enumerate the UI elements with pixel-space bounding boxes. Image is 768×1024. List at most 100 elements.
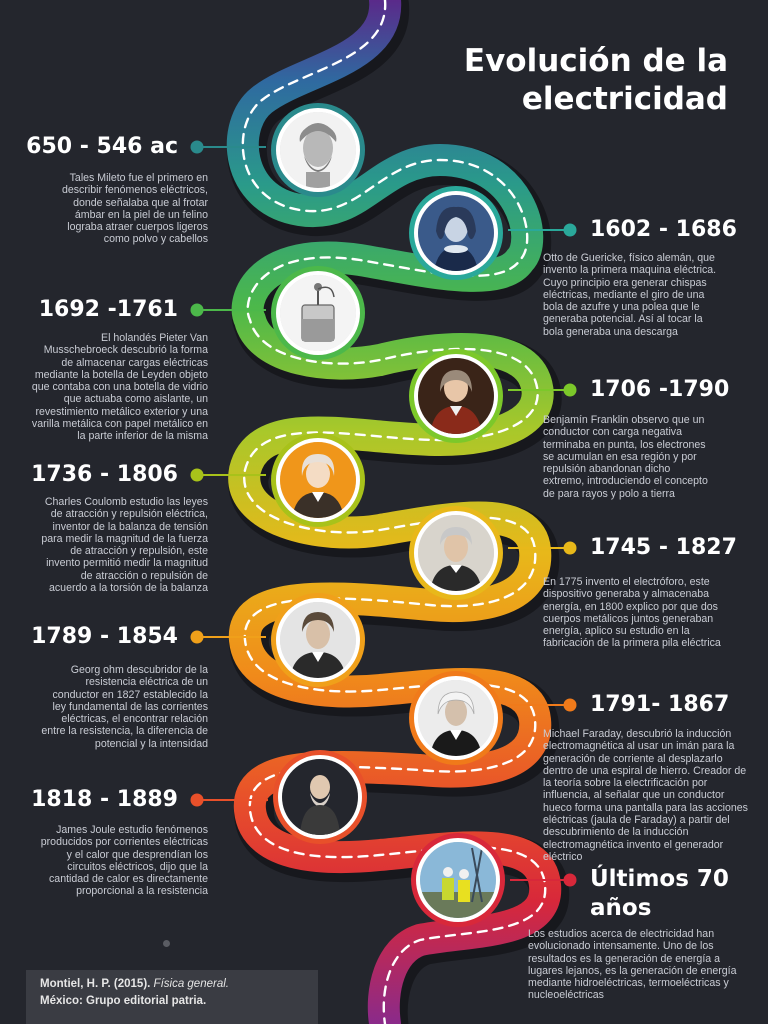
connector-dot (190, 793, 204, 807)
event-description: Charles Coulomb estudio las leyes de atra… (8, 496, 208, 594)
electrical-workers-icon (420, 842, 496, 918)
event-description-line: acuerdo a la torsión de la balanza (48, 582, 208, 595)
event-year: Últimos 70 años (590, 866, 729, 921)
event-description-line: eléctricas, el encontrar relación (61, 713, 208, 726)
citation-text: Montiel, H. P. (2015). Física general. M… (40, 976, 229, 1010)
connector-dot (190, 303, 204, 317)
event-description-line: eléctrico (543, 850, 583, 863)
event-description-line: Cuyo principio era generar chispas (543, 276, 707, 289)
event-year: 1745 - 1827 (590, 535, 737, 560)
event-description-line: electromagnética al usar un imán para la (543, 740, 735, 753)
event-description-line: generación de corriente al desplazarlo (543, 752, 723, 765)
event-description-line: energía, aplico su estudio en la (543, 625, 690, 638)
connector-dot (563, 383, 577, 397)
event-description-line: descubrimiento de la inducción (543, 826, 689, 839)
event-description-line: entre la resistencia, la diferencia de (41, 725, 208, 738)
event-description-line: resultados es la generación de energía a (528, 952, 720, 965)
citation-publisher: México: Grupo editorial patria. (40, 995, 207, 1007)
event-description-line: dentro de una espiral de hierro. Creador… (543, 764, 747, 777)
event-description-line: nucleoeléctricas (528, 989, 604, 1002)
citation-box: Montiel, H. P. (2015). Física general. M… (26, 970, 318, 1024)
event-description-line: invento la primera maquina eléctrica. (543, 264, 717, 277)
event-description-line: de para rayos y polo a tierra (543, 487, 675, 500)
event-description: Georg ohm descubridor de la resistencia e… (8, 664, 208, 750)
event-description-line: En 1775 invento el electróforo, este (543, 576, 710, 588)
event-description-line: Otto de Guericke, físico alemán, que (543, 252, 715, 264)
event-description-line: eléctricas (jaula de Faraday) a partir d… (543, 814, 730, 827)
event-description: Michael Faraday, descubrió la inducción e… (543, 728, 768, 863)
event-description-line: resistencia eléctrica de un (85, 676, 208, 689)
event-year: 1789 - 1854 (31, 624, 178, 649)
event-description-line: James Joule estudio fenómenos (56, 824, 208, 836)
event-description-line: mediante la botella de Leyden objeto (34, 368, 208, 381)
michael-faraday-portrait-icon (418, 680, 494, 756)
event-description-line: conductor en 1827 establecido la (52, 688, 209, 701)
event-description-line: cantidad de calor es directamente (49, 873, 208, 886)
citation-author: Montiel, H. P. (2015). (40, 978, 154, 990)
event-description: El holandés Pieter Van Musschebroeck desc… (8, 332, 208, 443)
event-description-line: proporcional a la resistencia (76, 885, 208, 898)
event-description-line: potencial y la intensidad (94, 737, 208, 750)
event-description-line: dispositivo generaba y almacenaba (543, 588, 710, 601)
event-description-line: terminaba en punta, los electrones (543, 438, 706, 451)
event-description-line: fabricación de la primera pila eléctrica (543, 637, 721, 650)
event-description-line: cuerpos metálicos juntos generaban (543, 612, 714, 625)
event-description: James Joule estudio fenómenos producidos … (8, 824, 208, 898)
event-description-line: electromagnética invento el generador (543, 838, 724, 851)
event-year: 1706 -1790 (590, 377, 730, 402)
event-description-line: revestimiento metálico exterior y una (35, 405, 208, 418)
event-description-line: para medir la magnitud de la fuerza (41, 532, 208, 545)
james-joule-portrait-icon (282, 759, 358, 835)
event-description-line: generaba potencial. Así al tocar la (543, 313, 703, 326)
event-description-line: conductor con carga negativa (543, 426, 682, 439)
event-description-line: inventor de la balanza de tensión (52, 520, 209, 533)
event-description-line: ámbar en la piel de un felino (74, 208, 208, 221)
page-title: Evolución de la electricidad (388, 42, 728, 118)
event-description-line: invento permitió medir la magnitud (46, 557, 208, 570)
event-description-line: la teoría sobre la electrificación por (543, 777, 708, 790)
event-description-line: como polvo y cabellos (103, 233, 208, 246)
event-description-line: influencia, al señalar que un conductor (543, 789, 725, 802)
connector-dot (190, 630, 204, 644)
event-description: En 1775 invento el electróforo, este disp… (543, 576, 768, 650)
event-description-line: evolucionado intensamente. Uno de los (528, 940, 714, 953)
event-year: 1791- 1867 (590, 692, 730, 717)
event-description-line: El holandés Pieter Van (101, 332, 208, 344)
connector-dot (563, 873, 577, 887)
event-description-line: varilla metálica con papel metálico en (31, 418, 208, 431)
page-title-line: electricidad (521, 81, 728, 117)
event-description-line: y el calor que desprendían los (66, 848, 208, 861)
connector-dot (563, 541, 577, 555)
event-description-line: lugares lejanos, es la generación de ene… (528, 964, 737, 977)
event-description-line: hueco forma una pantalla para las accion… (543, 801, 748, 814)
connector-dot (190, 468, 204, 482)
leyden-jar-icon (280, 275, 356, 351)
event-year: 1692 -1761 (38, 297, 178, 322)
event-description-line: se acumulan en esa región y por (543, 450, 697, 463)
event-description-line: Benjamín Franklin observo que un (543, 414, 705, 426)
event-year: 1818 - 1889 (31, 787, 178, 812)
event-year: 1736 - 1806 (31, 462, 178, 487)
event-description-line: Musschebroeck descubrió la forma (43, 344, 208, 357)
georg-ohm-portrait-icon (280, 602, 356, 678)
event-year: 650 - 546 ac (26, 134, 178, 159)
otto-von-guericke-portrait-icon (418, 195, 494, 271)
event-description-line: producidos por corrientes eléctricas (40, 836, 208, 849)
event-description-line: eléctricas, mediante el giro de una (543, 288, 705, 301)
charles-coulomb-portrait-icon (280, 442, 356, 518)
connector-dot (190, 140, 204, 154)
event-description-line: de almacenar cargas eléctricas (61, 356, 208, 369)
event-description-line: bola generaba una descarga (543, 325, 678, 338)
event-description-line: lograba atraer cuerpos ligeros (67, 221, 208, 234)
event-description-line: bola de azufre y una polea que le (543, 301, 700, 314)
event-description-line: que actuaba como aislante, un (63, 393, 208, 406)
connector-dot (563, 698, 577, 712)
event-description-line: repulsión abandonan dicho (543, 463, 671, 476)
event-description-line: Georg ohm descubridor de la (70, 664, 208, 676)
event-description-line: extremo, introduciendo el concepto (543, 475, 708, 488)
event-description: Los estudios acerca de electricidad han e… (528, 928, 754, 1002)
citation-book: Física general. (153, 978, 229, 990)
benjamin-franklin-portrait-icon (418, 358, 494, 434)
event-description-line: Michael Faraday, descubrió la inducción (543, 728, 732, 740)
